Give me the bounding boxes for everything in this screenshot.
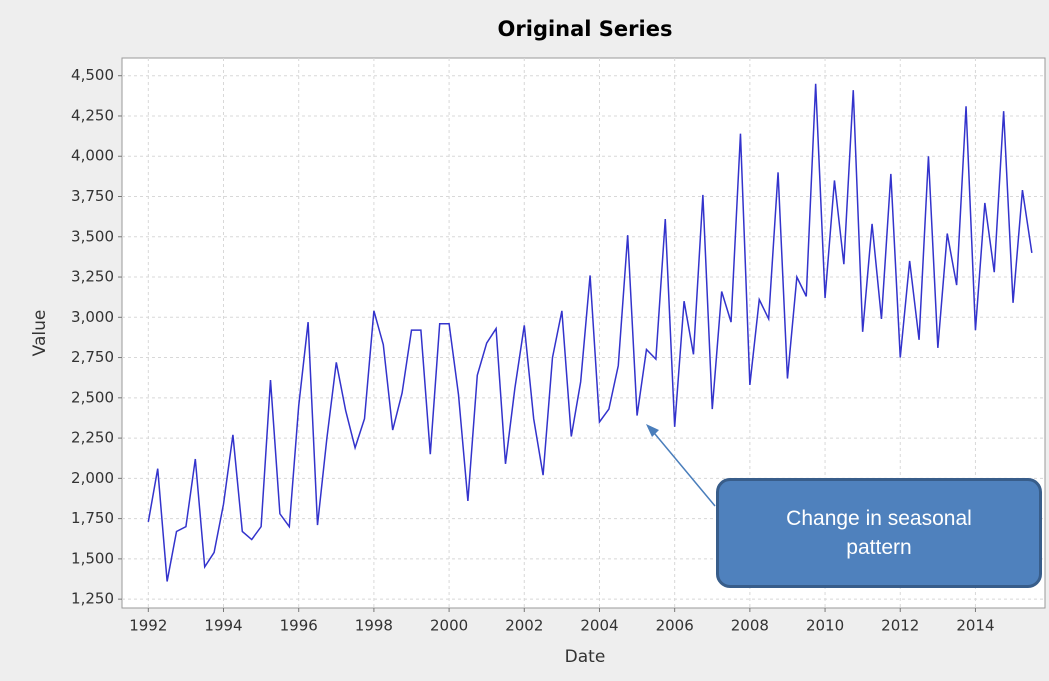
x-tick-label: 1996 [280, 617, 318, 635]
x-tick-label: 1998 [355, 617, 393, 635]
y-tick-label: 2,750 [71, 348, 114, 366]
x-tick-label: 2014 [956, 617, 994, 635]
y-tick-label: 4,000 [71, 147, 114, 165]
x-tick-label: 1994 [204, 617, 242, 635]
y-tick-label: 1,750 [71, 509, 114, 527]
y-tick-label: 3,500 [71, 227, 114, 245]
arrow-head [646, 424, 659, 437]
chart-title: Original Series [498, 17, 673, 41]
y-tick-label: 2,500 [71, 388, 114, 406]
y-tick-label: 3,750 [71, 187, 114, 205]
x-tick-label: 2002 [505, 617, 543, 635]
y-axis-label: Value [30, 310, 50, 357]
data-line [147, 83, 1033, 582]
y-tick-label: 3,250 [71, 268, 114, 286]
annotation-arrow [649, 427, 716, 507]
y-tick-label: 4,500 [71, 66, 114, 84]
annotation: Change in seasonal pattern [716, 478, 1042, 588]
x-tick-label: 2004 [580, 617, 618, 635]
y-tick-label: 1,500 [71, 549, 114, 567]
x-tick-label: 2000 [430, 617, 468, 635]
x-tick-label: 2012 [881, 617, 919, 635]
x-axis-label: Date [565, 647, 606, 667]
x-tick-label: 1992 [129, 617, 167, 635]
y-tick-label: 1,250 [71, 590, 114, 608]
y-tick-label: 2,000 [71, 469, 114, 487]
y-tick-label: 2,250 [71, 429, 114, 447]
y-tick-label: 3,000 [71, 308, 114, 326]
y-tick-label: 4,250 [71, 106, 114, 124]
x-tick-label: 2010 [806, 617, 844, 635]
x-tick-label: 2006 [656, 617, 694, 635]
x-tick-label: 2008 [731, 617, 769, 635]
